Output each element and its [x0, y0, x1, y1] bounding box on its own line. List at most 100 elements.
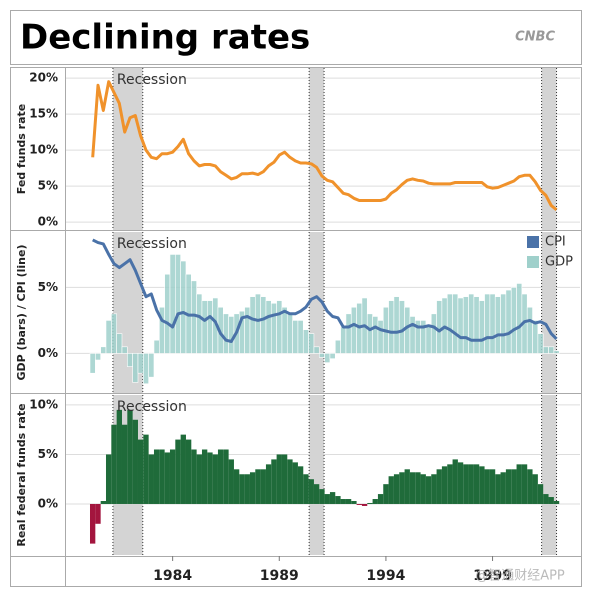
y-tick-label: 0% — [38, 346, 58, 360]
bar — [217, 449, 224, 504]
bar — [361, 503, 368, 506]
bar — [447, 464, 453, 504]
bar — [223, 449, 229, 504]
bar — [372, 316, 379, 354]
bar — [510, 287, 517, 354]
bar — [436, 300, 443, 354]
recession-label: Recession — [117, 399, 187, 415]
chart-title: Declining rates — [20, 18, 310, 58]
bar — [367, 502, 373, 504]
bar — [137, 439, 144, 504]
bar — [383, 484, 389, 504]
bar — [297, 320, 304, 354]
bar — [372, 499, 378, 504]
bar — [409, 472, 416, 504]
legend-label: CPI — [545, 235, 566, 250]
y-axis-label: Fed funds rate — [15, 104, 28, 195]
bar — [500, 472, 506, 504]
line — [92, 238, 558, 343]
bar — [537, 484, 544, 504]
bar — [297, 466, 304, 504]
bar — [532, 320, 539, 354]
bar — [473, 464, 480, 504]
watermark: @智通财经APP — [475, 569, 565, 584]
y-tick-label: 5% — [38, 179, 58, 193]
bar — [105, 320, 112, 354]
bar — [388, 300, 395, 354]
bar — [457, 462, 464, 504]
bar — [175, 439, 181, 504]
bar — [452, 293, 459, 354]
bar — [377, 494, 384, 504]
bar — [420, 474, 426, 504]
bar — [100, 346, 107, 354]
bar — [281, 306, 288, 354]
bar — [100, 501, 106, 504]
bar — [121, 424, 128, 504]
bar — [148, 353, 155, 378]
legend-swatch — [527, 236, 539, 248]
bar — [265, 464, 272, 504]
bar — [132, 419, 138, 504]
bar — [393, 296, 400, 354]
bar — [206, 300, 213, 354]
bar — [324, 494, 330, 504]
bar — [350, 306, 357, 354]
bar — [468, 293, 475, 354]
bar — [404, 306, 411, 354]
bar — [415, 472, 421, 504]
bar — [164, 273, 171, 354]
bar — [260, 296, 267, 354]
bar — [153, 339, 160, 354]
legend-label: GDP — [545, 255, 573, 270]
bar — [457, 297, 464, 354]
bar — [143, 353, 149, 385]
bar — [462, 296, 469, 354]
bar — [286, 313, 293, 354]
bar — [468, 464, 474, 504]
bar — [239, 474, 245, 504]
y-tick-label: 5% — [38, 280, 58, 294]
bar — [452, 459, 458, 504]
bar — [377, 320, 384, 354]
bar — [95, 503, 101, 524]
bar — [196, 293, 203, 354]
source-logo: CNBC — [515, 30, 555, 45]
bar — [148, 454, 154, 504]
bar — [404, 469, 410, 504]
bar — [276, 300, 283, 354]
bar — [398, 300, 405, 354]
bar — [489, 469, 496, 504]
bar — [249, 296, 256, 354]
bar — [409, 316, 416, 354]
bar — [484, 293, 491, 354]
bar — [249, 472, 256, 504]
bar — [463, 464, 469, 504]
bar — [430, 313, 437, 354]
bar — [489, 293, 496, 354]
bar — [473, 296, 480, 354]
y-tick-label: 0% — [38, 215, 58, 229]
bar — [180, 434, 186, 504]
bar — [505, 289, 512, 354]
recession-label: Recession — [117, 72, 187, 88]
bar — [180, 260, 187, 354]
bar — [527, 469, 533, 504]
bar — [105, 454, 112, 504]
bar — [228, 459, 234, 504]
recession-band — [309, 68, 325, 230]
bar — [302, 329, 309, 354]
bar — [222, 313, 229, 354]
bar — [287, 459, 293, 504]
bar — [324, 353, 331, 363]
y-tick-label: 5% — [38, 447, 58, 461]
bar — [303, 474, 309, 504]
title-box — [10, 10, 582, 65]
bar — [201, 300, 208, 354]
frame — [10, 67, 582, 587]
bar — [196, 454, 202, 504]
bar — [143, 434, 149, 504]
bar — [356, 503, 362, 505]
bar — [345, 499, 352, 504]
bar — [495, 474, 501, 504]
